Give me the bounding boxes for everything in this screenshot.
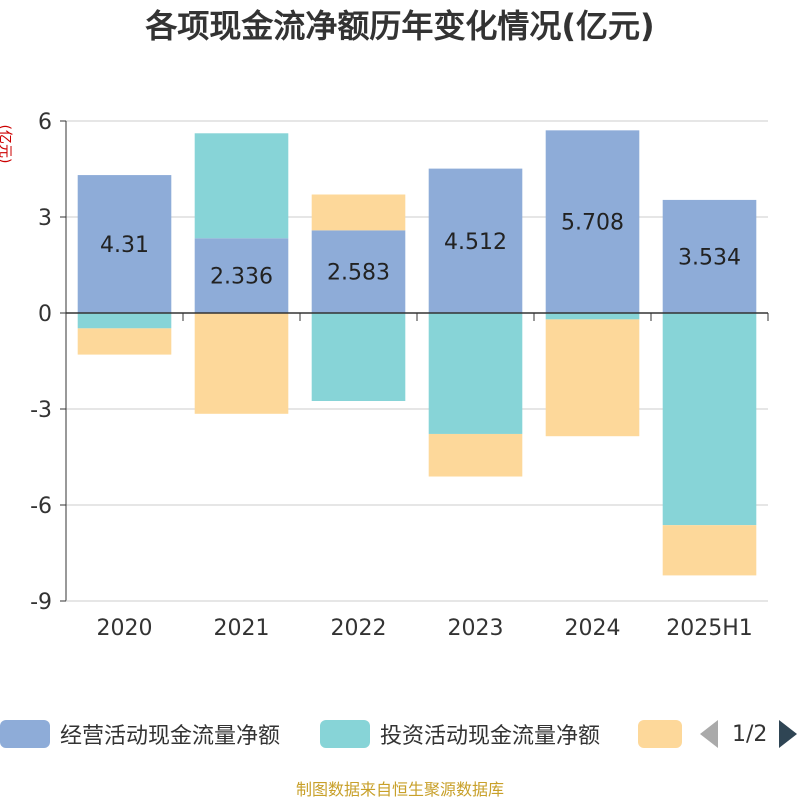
legend-item-operating[interactable]: 经营活动现金流量净额 <box>0 714 280 754</box>
bar-series <box>77 130 757 576</box>
axes: 6 3 0 -3 -6 -9 <box>30 110 769 615</box>
x-tick-label: 2023 <box>448 616 504 641</box>
legend: 经营活动现金流量净额 投资活动现金流量净额 1/2 <box>0 714 800 754</box>
data-labels: 2020 2021 2022 2023 2024 2025H1 4.31 2.336 2.583… <box>97 211 753 641</box>
bar-chart: 6 3 0 -3 -6 -9 2020 2021 2022 2023 2024 2025H1 4.31… <box>30 110 769 641</box>
bar-data-label: 5.708 <box>561 211 624 236</box>
legend-page-indicator: 1/2 <box>732 721 768 747</box>
bar-data-label: 3.534 <box>678 245 741 270</box>
bar-2024-series-1 <box>545 313 640 320</box>
bar-2025H1-series-2 <box>662 525 757 576</box>
bar-2021-series-1 <box>194 133 289 239</box>
data-source-note: 制图数据来自恒生聚源数据库 <box>295 780 504 799</box>
y-tick-label: -9 <box>30 590 52 615</box>
bar-2023-series-2 <box>428 433 523 477</box>
bar-2020-series-1 <box>77 313 172 329</box>
y-tick-label: 6 <box>38 110 52 135</box>
bar-2025H1-series-1 <box>662 313 757 526</box>
bar-2025H1-series-0 <box>662 199 757 313</box>
grid-lines <box>66 120 768 602</box>
legend-prev-page-icon[interactable] <box>700 720 718 748</box>
x-tick-label: 2025H1 <box>666 616 753 641</box>
legend-swatch-financing <box>638 720 682 748</box>
legend-swatch-investing <box>320 720 370 748</box>
legend-next-page-icon[interactable] <box>779 720 798 748</box>
x-tick-label: 2022 <box>331 616 387 641</box>
bar-data-label: 4.31 <box>100 233 149 258</box>
bar-2021-series-2 <box>194 313 289 414</box>
bar-2023-series-1 <box>428 313 523 434</box>
legend-item-investing[interactable]: 投资活动现金流量净额 <box>320 714 600 754</box>
y-tick-label: -6 <box>30 494 52 519</box>
bar-2024-series-0 <box>545 130 640 313</box>
bar-2024-series-2 <box>545 319 640 437</box>
x-tick-label: 2020 <box>97 616 153 641</box>
y-tick-label: 3 <box>38 206 52 231</box>
y-tick-label: -3 <box>30 398 52 423</box>
bar-2022-series-1 <box>311 313 406 401</box>
legend-label-operating: 经营活动现金流量净额 <box>60 724 281 749</box>
bar-data-label: 4.512 <box>444 230 507 255</box>
bar-2021-series-0 <box>194 238 289 313</box>
chart-title: 各项现金流净额历年变化情况(亿元) <box>145 7 655 45</box>
x-tick-label: 2024 <box>565 616 621 641</box>
legend-pager: 1/2 <box>700 714 798 754</box>
y-tick-label: 0 <box>38 302 52 327</box>
bar-2023-series-0 <box>428 168 523 313</box>
bar-2020-series-2 <box>77 328 172 355</box>
legend-swatch-operating <box>0 720 50 748</box>
legend-item-financing[interactable] <box>638 714 682 754</box>
legend-label-investing: 投资活动现金流量净额 <box>380 724 601 749</box>
x-tick-label: 2021 <box>214 616 270 641</box>
bar-data-label: 2.336 <box>210 265 273 290</box>
bar-2020-series-0 <box>77 175 172 313</box>
bar-2022-series-2 <box>311 194 406 231</box>
bar-data-label: 2.583 <box>327 261 390 286</box>
bar-2022-series-0 <box>311 230 406 313</box>
